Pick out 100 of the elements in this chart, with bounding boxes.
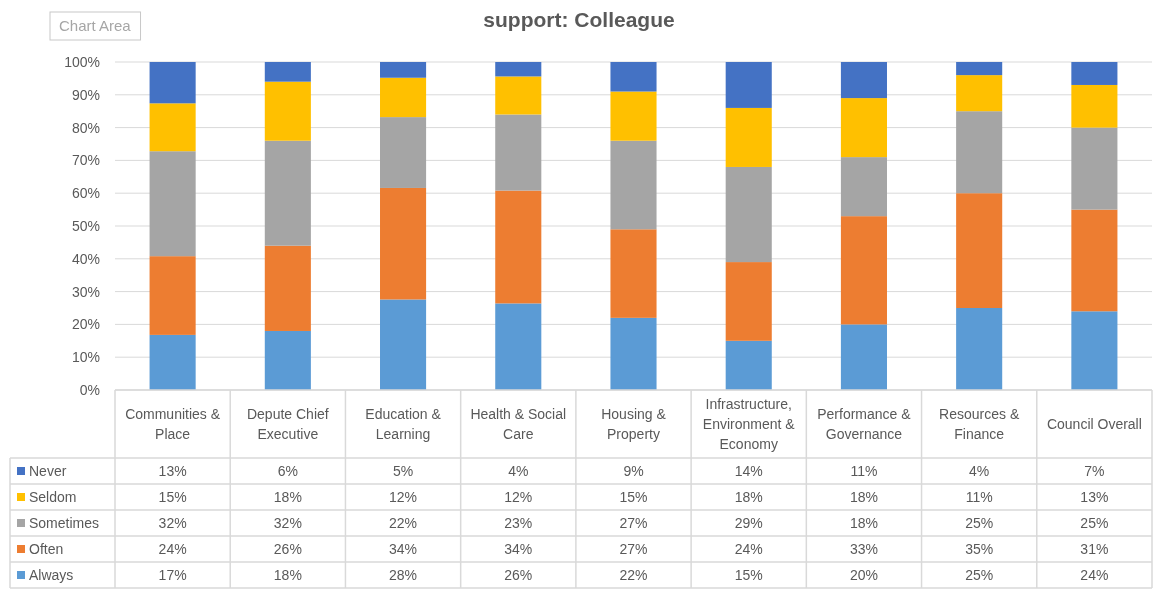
data-label: 31%	[1080, 541, 1109, 557]
bar	[840, 324, 887, 390]
data-label: 25%	[1080, 515, 1109, 531]
data-label: 24%	[1080, 567, 1109, 583]
data-label: 9%	[623, 463, 644, 479]
data-label: 13%	[1080, 489, 1109, 505]
data-label: 33%	[849, 541, 878, 557]
data-label: 25%	[965, 515, 994, 531]
x-tick-label: Performance & Governance	[817, 406, 912, 442]
data-label: 32%	[158, 515, 187, 531]
data-label: 27%	[619, 515, 648, 531]
data-label: 27%	[619, 541, 648, 557]
data-label: 13%	[158, 463, 187, 479]
y-tick-label: 30%	[71, 283, 100, 300]
data-label: 15%	[619, 489, 648, 505]
x-tick-label: Infrastructure, Environment & Economy	[702, 396, 796, 452]
data-label: 12%	[389, 489, 418, 505]
data-label: 20%	[849, 567, 878, 583]
bar	[264, 140, 311, 246]
chart-title: support: Colleague	[483, 8, 675, 31]
bar	[956, 193, 1003, 308]
x-tick-label: Depute Chief Executive	[246, 406, 329, 442]
bar	[264, 81, 311, 141]
bar	[495, 190, 542, 304]
legend-label: Seldom	[29, 489, 77, 505]
bar	[380, 77, 427, 118]
y-tick-label: 10%	[71, 349, 100, 366]
bar	[956, 308, 1003, 390]
y-tick-label: 50%	[71, 218, 100, 234]
data-label: 4%	[508, 463, 529, 479]
x-tick-label: Education & Learning	[365, 406, 442, 442]
x-tick-label: Resources & Finance	[939, 406, 1020, 442]
data-label: 18%	[849, 489, 878, 505]
data-label: 28%	[389, 567, 418, 583]
y-tick-label: 40%	[71, 250, 100, 267]
bar	[840, 216, 887, 325]
data-label: 32%	[273, 515, 302, 531]
bar	[149, 256, 196, 335]
data-label: 6%	[277, 463, 298, 479]
bar	[956, 111, 1003, 194]
bar	[725, 107, 772, 167]
bar	[610, 62, 657, 92]
bar	[1071, 62, 1118, 85]
data-label: 17%	[158, 567, 187, 583]
data-label: 29%	[734, 515, 763, 531]
bar	[380, 299, 427, 390]
data-label: 24%	[158, 541, 187, 557]
bar	[956, 75, 1003, 112]
data-label: 25%	[965, 567, 994, 583]
bar	[840, 157, 887, 217]
bar	[1071, 209, 1118, 312]
bar	[725, 62, 772, 108]
data-label: 24%	[734, 541, 763, 557]
data-label: 18%	[849, 515, 878, 531]
y-tick-label: 20%	[71, 316, 100, 333]
bar	[1071, 84, 1118, 128]
x-tick-label: Council Overall	[1046, 416, 1142, 432]
y-tick-label: 0%	[79, 382, 100, 398]
data-label: 18%	[273, 489, 302, 505]
data-label: 5%	[392, 463, 414, 479]
data-label: 4%	[969, 463, 990, 479]
data-label: 18%	[273, 567, 302, 583]
y-tick-label: 80%	[71, 119, 100, 136]
bar	[495, 76, 542, 115]
bar	[149, 151, 196, 257]
bar	[264, 62, 311, 82]
data-label: 7%	[1084, 463, 1105, 479]
bar	[380, 62, 427, 78]
bar	[149, 103, 196, 152]
x-tick-label: Housing & Property	[601, 406, 667, 442]
bar	[149, 334, 196, 390]
bar	[264, 245, 311, 331]
data-label: 22%	[619, 567, 648, 583]
data-label: 18%	[734, 489, 763, 505]
data-label: 26%	[273, 541, 302, 557]
bar	[725, 340, 772, 390]
bar	[725, 262, 772, 341]
x-tick-label: Health & Social Care	[470, 406, 567, 442]
y-tick-label: 70%	[71, 152, 100, 169]
y-tick-label: 100%	[64, 54, 100, 70]
data-label: 22%	[389, 515, 418, 531]
data-label: 23%	[504, 515, 533, 531]
data-label: 34%	[504, 541, 533, 557]
bar	[610, 229, 657, 318]
data-label: 26%	[504, 567, 533, 583]
bar	[264, 330, 311, 390]
text: Chart Area	[59, 17, 132, 34]
data-label: 14%	[734, 463, 763, 479]
bar	[380, 117, 427, 188]
data-label: 15%	[734, 567, 763, 583]
bar	[840, 98, 887, 158]
bar	[610, 140, 657, 230]
bar	[495, 62, 542, 77]
x-tick-label: Communities & Place	[125, 406, 221, 442]
y-tick-label: 90%	[71, 86, 100, 103]
bar	[380, 187, 427, 300]
data-label: 35%	[965, 541, 994, 557]
bar	[1071, 127, 1118, 210]
data-label: 12%	[504, 489, 533, 505]
data-label: 34%	[389, 541, 418, 557]
